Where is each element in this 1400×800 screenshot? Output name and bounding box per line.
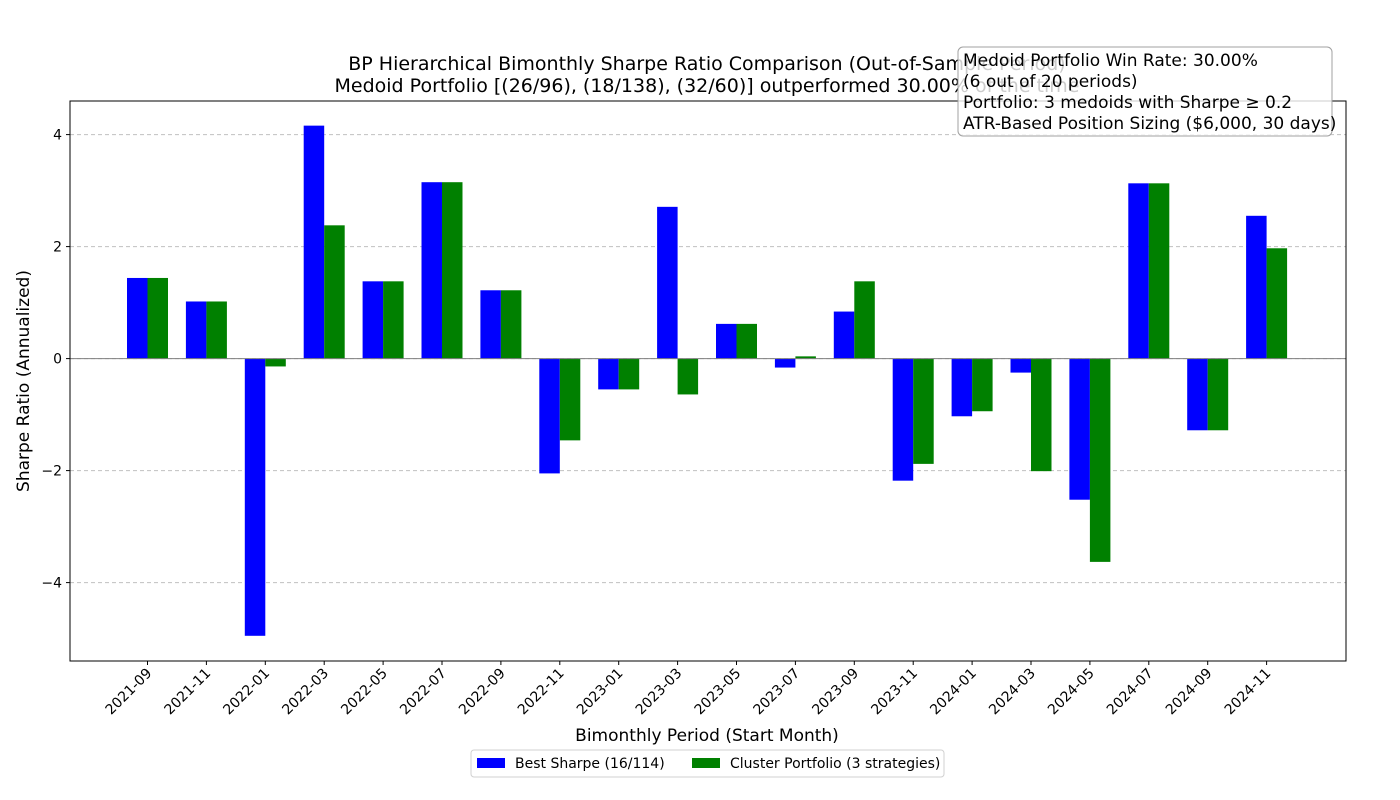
bar-cluster-portfolio — [1266, 248, 1288, 359]
x-tick-label: 2024-11 — [1222, 666, 1275, 719]
x-tick-label: 2022-11 — [515, 666, 568, 719]
x-tick-label: 2021-11 — [162, 666, 215, 719]
bar-best-sharpe — [1128, 183, 1149, 359]
y-axis-label: Sharpe Ratio (Annualized) — [14, 270, 34, 492]
x-tick-label: 2023-03 — [633, 666, 686, 719]
info-position-sizing: ATR-Based Position Sizing ($6,000, 30 da… — [963, 114, 1336, 134]
bar-best-sharpe — [951, 358, 973, 417]
bar-cluster-portfolio — [500, 290, 522, 359]
x-tick-label: 2022-01 — [220, 666, 273, 719]
bars — [127, 125, 1288, 636]
bar-best-sharpe — [480, 290, 501, 359]
legend-swatch-best-sharpe — [477, 758, 505, 768]
bar-best-sharpe — [833, 311, 855, 359]
chart-title-line2: Medoid Portfolio [(26/96), (18/138), (32… — [335, 75, 1080, 97]
y-tick-label: 0 — [53, 352, 62, 368]
y-axis-ticks: −4 −2 0 2 4 — [41, 128, 70, 592]
x-tick-label: 2023-11 — [868, 666, 921, 719]
x-tick-label: 2023-05 — [692, 666, 745, 719]
bar-cluster-portfolio — [324, 225, 345, 359]
legend-swatch-cluster-portfolio — [692, 758, 720, 768]
bar-best-sharpe — [598, 358, 619, 390]
x-tick-label: 2022-03 — [279, 666, 332, 719]
bar-best-sharpe — [244, 358, 266, 636]
info-medoid-count: Portfolio: 3 medoids with Sharpe ≥ 0.2 — [963, 93, 1292, 113]
bar-best-sharpe — [774, 358, 796, 368]
x-tick-label: 2022-09 — [456, 666, 509, 719]
bar-cluster-portfolio — [972, 358, 993, 412]
bar-cluster-portfolio — [736, 323, 757, 359]
x-tick-label: 2024-01 — [927, 666, 980, 719]
bar-cluster-portfolio — [1148, 183, 1170, 359]
x-tick-label: 2024-05 — [1045, 666, 1098, 719]
x-tick-label: 2024-09 — [1163, 666, 1216, 719]
y-tick-label: 4 — [53, 128, 62, 144]
bar-cluster-portfolio — [442, 182, 463, 359]
bar-best-sharpe — [716, 323, 737, 359]
bar-cluster-portfolio — [383, 281, 404, 359]
plot-frame — [69, 100, 1347, 662]
legend-label-best-sharpe: Best Sharpe (16/114) — [515, 756, 665, 772]
info-box-frame — [957, 46, 1333, 137]
x-tick-label: 2023-07 — [751, 666, 804, 719]
x-tick-label: 2024-03 — [986, 666, 1039, 719]
x-tick-label: 2021-09 — [103, 666, 156, 719]
legend: Best Sharpe (16/114) Cluster Portfolio (… — [470, 749, 945, 778]
bar-best-sharpe — [303, 125, 325, 359]
x-tick-label: 2023-09 — [809, 666, 862, 719]
bar-cluster-portfolio — [618, 358, 640, 390]
x-tick-label: 2022-07 — [397, 666, 450, 719]
bar-best-sharpe — [362, 281, 384, 359]
bar-best-sharpe — [657, 206, 678, 359]
bar-best-sharpe — [1069, 358, 1090, 500]
y-tick-label: −2 — [41, 464, 62, 480]
bar-best-sharpe — [892, 358, 914, 481]
bar-best-sharpe — [1010, 358, 1031, 373]
bar-cluster-portfolio — [206, 301, 227, 359]
bar-best-sharpe — [1246, 215, 1267, 359]
bar-cluster-portfolio — [1207, 358, 1229, 431]
bar-cluster-portfolio — [854, 281, 875, 359]
bar-cluster-portfolio — [913, 358, 934, 464]
bar-best-sharpe — [421, 182, 442, 359]
info-box: Medoid Portfolio Win Rate: 30.00% (6 out… — [957, 46, 1336, 137]
bar-best-sharpe — [539, 358, 560, 474]
x-tick-label: 2023-01 — [574, 666, 627, 719]
bar-cluster-portfolio — [1089, 358, 1111, 562]
x-axis-ticks: 2021-09 2021-11 2022-01 2022-03 2022-05 2022-… — [103, 661, 1275, 719]
chart-title-line1: BP Hierarchical Bimonthly Sharpe Ratio C… — [348, 53, 1065, 75]
bar-best-sharpe — [1187, 358, 1208, 431]
info-win-rate: Medoid Portfolio Win Rate: 30.00% — [963, 51, 1258, 71]
y-tick-label: 2 — [53, 240, 62, 256]
bar-best-sharpe — [185, 301, 207, 359]
bar-best-sharpe — [127, 277, 148, 359]
legend-label-cluster-portfolio: Cluster Portfolio (3 strategies) — [730, 756, 940, 772]
info-period-count: (6 out of 20 periods) — [963, 72, 1138, 92]
x-tick-label: 2024-07 — [1104, 666, 1157, 719]
y-tick-label: −4 — [41, 576, 62, 592]
bar-cluster-portfolio — [677, 358, 699, 395]
bar-cluster-portfolio — [147, 277, 168, 359]
bar-cluster-portfolio — [1031, 358, 1052, 472]
bar-cluster-portfolio — [559, 358, 581, 441]
bar-cluster-portfolio — [795, 356, 816, 359]
x-tick-label: 2022-05 — [338, 666, 391, 719]
bar-cluster-portfolio — [265, 358, 286, 367]
x-axis-label: Bimonthly Period (Start Month) — [575, 726, 839, 746]
